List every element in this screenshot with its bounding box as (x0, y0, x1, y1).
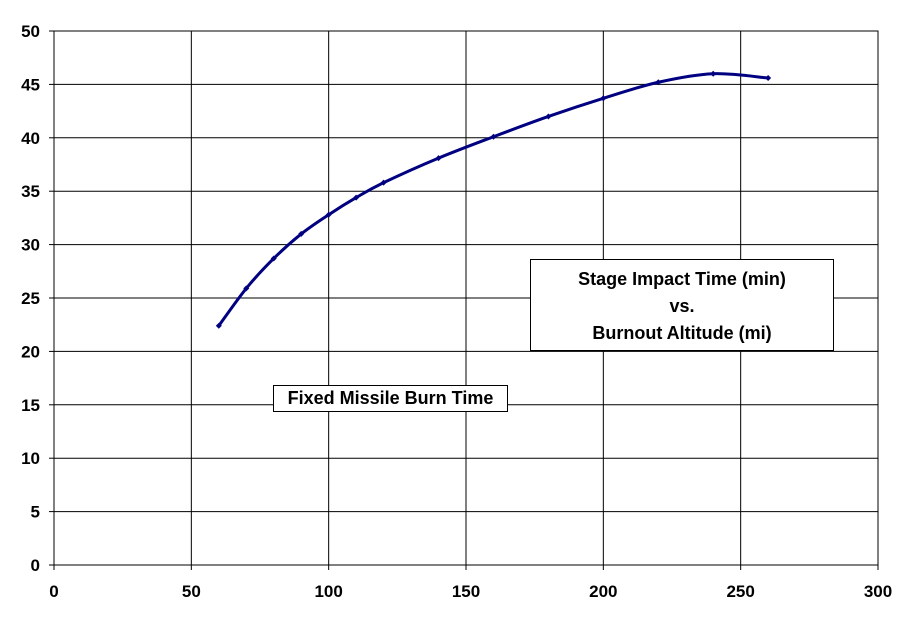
chart-title-line-2: vs. (669, 296, 695, 316)
data-point-marker (435, 155, 442, 162)
chart-title-box: Stage Impact Time (min) vs. Burnout Alti… (530, 259, 834, 351)
x-tick-label: 300 (864, 582, 892, 601)
data-point-marker (710, 70, 717, 77)
data-point-marker (655, 79, 662, 86)
x-tick-label: 50 (182, 582, 201, 601)
x-axis-ticks: 0 50 100 150 200 250 300 (49, 565, 892, 601)
data-point-marker (298, 230, 305, 237)
y-tick-label: 5 (31, 503, 40, 522)
chart-title-line-1: Stage Impact Time (min) (578, 269, 786, 289)
y-tick-label: 15 (21, 396, 40, 415)
data-point-marker (600, 95, 607, 102)
x-tick-label: 150 (452, 582, 480, 601)
y-tick-label: 30 (21, 236, 40, 255)
y-tick-label: 35 (21, 182, 40, 201)
data-point-marker (545, 113, 552, 120)
y-tick-label: 45 (21, 75, 40, 94)
y-axis-ticks: 0 5 10 15 20 25 30 35 40 45 50 (21, 22, 54, 575)
y-tick-label: 40 (21, 129, 40, 148)
y-tick-label: 25 (21, 289, 40, 308)
data-point-marker (270, 255, 277, 262)
series-group (215, 70, 772, 329)
data-point-marker (325, 211, 332, 218)
y-tick-label: 20 (21, 342, 40, 361)
x-tick-label: 0 (49, 582, 58, 601)
x-tick-label: 100 (314, 582, 342, 601)
series-line-0 (217, 72, 769, 327)
y-tick-label: 0 (31, 556, 40, 575)
x-tick-label: 200 (589, 582, 617, 601)
data-point-marker (765, 74, 772, 81)
data-point-marker (490, 133, 497, 140)
data-point-marker (380, 179, 387, 186)
data-point-marker (215, 322, 222, 329)
y-tick-label: 50 (21, 22, 40, 41)
y-tick-label: 10 (21, 449, 40, 468)
chart-title-line-3: Burnout Altitude (mi) (592, 323, 772, 343)
data-point-marker (353, 194, 360, 201)
x-tick-label: 250 (726, 582, 754, 601)
annotation-box: Fixed Missile Burn Time (273, 385, 508, 412)
data-point-marker (243, 285, 250, 292)
